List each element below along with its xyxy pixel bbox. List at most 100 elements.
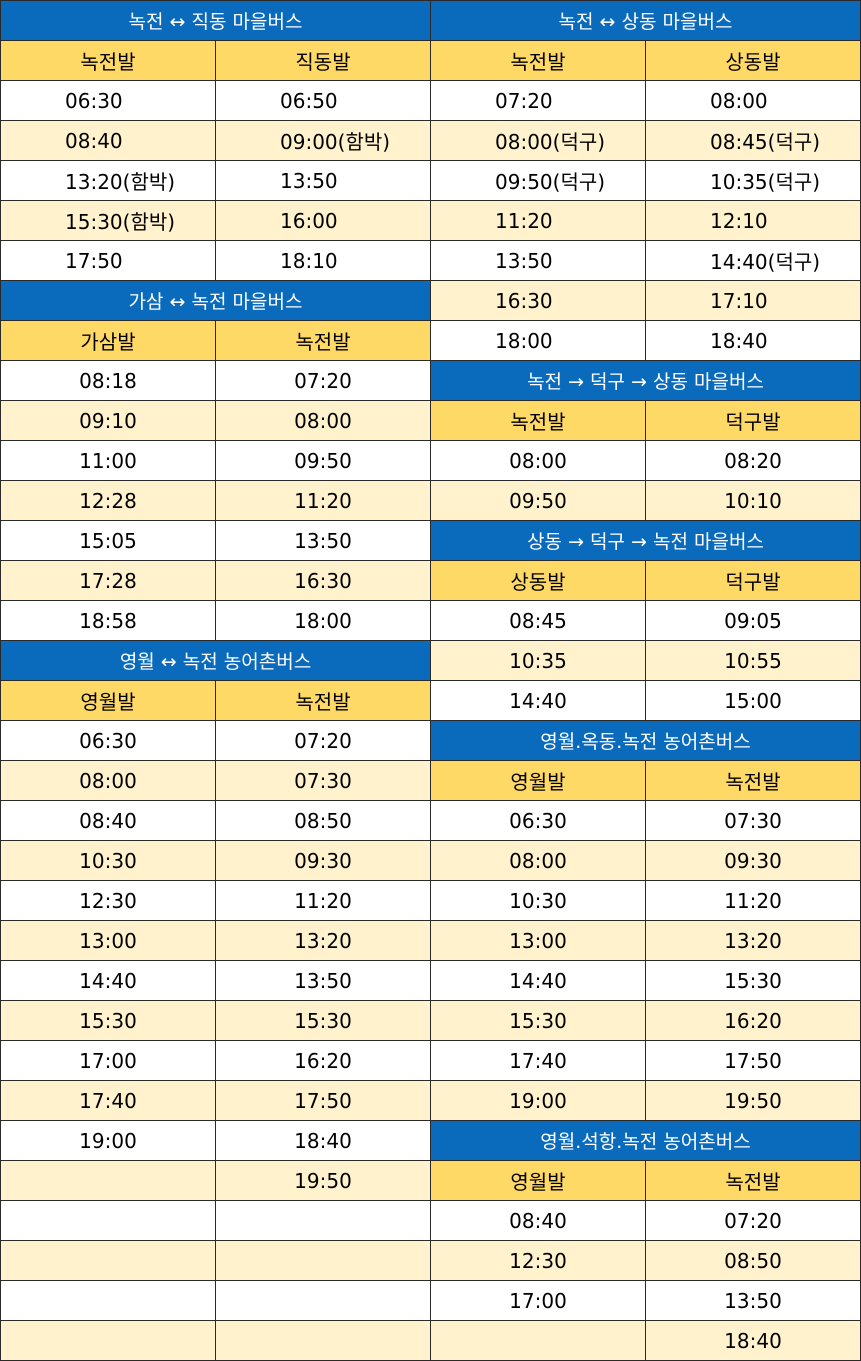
- gasam-nokjeon-cell: 09:50: [216, 441, 431, 481]
- yeongwol-okdong-nokjeon-cell: 06:30: [431, 801, 646, 841]
- gasam-nokjeon-cell: 18:58: [1, 601, 216, 641]
- yeongwol-seokhang-nokjeon-cell: 07:20: [646, 1201, 861, 1241]
- nokjeon-sangdong-cell: 08:45(덕구): [646, 121, 861, 161]
- gasam-nokjeon-title: 가삼 ↔ 녹전 마을버스: [1, 281, 431, 321]
- yeongwol-nokjeon-cell: 16:20: [216, 1041, 431, 1081]
- yeongwol-okdong-nokjeon-cell: 19:50: [646, 1081, 861, 1121]
- sangdong-deokgu-nokjeon-header-1: 상동발: [431, 561, 646, 601]
- nokjeon-jikdong-cell: 09:00(함박): [216, 121, 431, 161]
- gasam-nokjeon-cell: 08:00: [216, 401, 431, 441]
- yeongwol-nokjeon-cell: 17:40: [1, 1081, 216, 1121]
- yeongwol-nokjeon-cell: [1, 1161, 216, 1201]
- yeongwol-nokjeon-cell: 13:20: [216, 921, 431, 961]
- yeongwol-nokjeon-cell: 13:00: [1, 921, 216, 961]
- nokjeon-sangdong-header-1: 녹전발: [431, 41, 646, 81]
- yeongwol-nokjeon-cell: 12:30: [1, 881, 216, 921]
- yeongwol-nokjeon-cell: 19:00: [1, 1121, 216, 1161]
- sangdong-deokgu-nokjeon-cell: 10:55: [646, 641, 861, 681]
- yeongwol-nokjeon-cell: [1, 1201, 216, 1241]
- nokjeon-sangdong-cell: 16:30: [431, 281, 646, 321]
- yeongwol-nokjeon-cell: [216, 1241, 431, 1281]
- yeongwol-seokhang-nokjeon-header-1: 영월발: [431, 1161, 646, 1201]
- nokjeon-sangdong-cell: 07:20: [431, 81, 646, 121]
- gasam-nokjeon-cell: 08:18: [1, 361, 216, 401]
- yeongwol-seokhang-nokjeon-cell: 17:00: [431, 1281, 646, 1321]
- nokjeon-jikdong-cell: 17:50: [1, 241, 216, 281]
- yeongwol-nokjeon-header-2: 녹전발: [216, 681, 431, 721]
- gasam-nokjeon-cell: 18:00: [216, 601, 431, 641]
- yeongwol-nokjeon-cell: [216, 1281, 431, 1321]
- yeongwol-seokhang-nokjeon-cell: [431, 1321, 646, 1361]
- yeongwol-okdong-nokjeon-header-2: 녹전발: [646, 761, 861, 801]
- yeongwol-nokjeon-cell: 15:30: [216, 1001, 431, 1041]
- nokjeon-jikdong-cell: 08:40: [1, 121, 216, 161]
- nokjeon-jikdong-title: 녹전 ↔ 직동 마을버스: [1, 1, 431, 41]
- nokjeon-sangdong-cell: 08:00(덕구): [431, 121, 646, 161]
- gasam-nokjeon-cell: 11:20: [216, 481, 431, 521]
- gasam-nokjeon-cell: 12:28: [1, 481, 216, 521]
- yeongwol-nokjeon-cell: [1, 1241, 216, 1281]
- nokjeon-sangdong-cell: 18:40: [646, 321, 861, 361]
- gasam-nokjeon-cell: 09:10: [1, 401, 216, 441]
- nokjeon-sangdong-header-2: 상동발: [646, 41, 861, 81]
- yeongwol-okdong-nokjeon-title: 영월.옥동.녹전 농어촌버스: [431, 721, 861, 761]
- yeongwol-nokjeon-cell: [216, 1321, 431, 1361]
- yeongwol-okdong-nokjeon-cell: 07:30: [646, 801, 861, 841]
- sangdong-deokgu-nokjeon-cell: 09:05: [646, 601, 861, 641]
- nokjeon-sangdong-cell: 12:10: [646, 201, 861, 241]
- nokjeon-sangdong-cell: 18:00: [431, 321, 646, 361]
- yeongwol-nokjeon-cell: 13:50: [216, 961, 431, 1001]
- yeongwol-okdong-nokjeon-cell: 17:40: [431, 1041, 646, 1081]
- yeongwol-seokhang-nokjeon-cell: 18:40: [646, 1321, 861, 1361]
- yeongwol-nokjeon-cell: [216, 1201, 431, 1241]
- nokjeon-jikdong-header-1: 녹전발: [1, 41, 216, 81]
- yeongwol-nokjeon-cell: 11:20: [216, 881, 431, 921]
- yeongwol-nokjeon-cell: 08:50: [216, 801, 431, 841]
- yeongwol-nokjeon-cell: 10:30: [1, 841, 216, 881]
- gasam-nokjeon-cell: 13:50: [216, 521, 431, 561]
- nokjeon-deokgu-sangdong-cell: 08:00: [431, 441, 646, 481]
- nokjeon-sangdong-cell: 13:50: [431, 241, 646, 281]
- yeongwol-seokhang-nokjeon-cell: 08:40: [431, 1201, 646, 1241]
- nokjeon-deokgu-sangdong-header-2: 덕구발: [646, 401, 861, 441]
- nokjeon-deokgu-sangdong-cell: 10:10: [646, 481, 861, 521]
- yeongwol-nokjeon-cell: 07:30: [216, 761, 431, 801]
- yeongwol-okdong-nokjeon-cell: 19:00: [431, 1081, 646, 1121]
- yeongwol-seokhang-nokjeon-cell: 08:50: [646, 1241, 861, 1281]
- nokjeon-sangdong-cell: 10:35(덕구): [646, 161, 861, 201]
- yeongwol-nokjeon-cell: 08:40: [1, 801, 216, 841]
- nokjeon-jikdong-cell: 15:30(함박): [1, 201, 216, 241]
- yeongwol-okdong-nokjeon-cell: 15:30: [431, 1001, 646, 1041]
- yeongwol-seokhang-nokjeon-cell: 13:50: [646, 1281, 861, 1321]
- nokjeon-jikdong-cell: 16:00: [216, 201, 431, 241]
- nokjeon-jikdong-cell: 18:10: [216, 241, 431, 281]
- sangdong-deokgu-nokjeon-header-2: 덕구발: [646, 561, 861, 601]
- yeongwol-nokjeon-cell: 18:40: [216, 1121, 431, 1161]
- yeongwol-okdong-nokjeon-header-1: 영월발: [431, 761, 646, 801]
- yeongwol-nokjeon-cell: 14:40: [1, 961, 216, 1001]
- gasam-nokjeon-cell: 11:00: [1, 441, 216, 481]
- sangdong-deokgu-nokjeon-title: 상동 → 덕구 → 녹전 마을버스: [431, 521, 861, 561]
- nokjeon-jikdong-header-2: 직동발: [216, 41, 431, 81]
- yeongwol-okdong-nokjeon-cell: 13:20: [646, 921, 861, 961]
- sangdong-deokgu-nokjeon-cell: 14:40: [431, 681, 646, 721]
- gasam-nokjeon-header-2: 녹전발: [216, 321, 431, 361]
- yeongwol-nokjeon-cell: [1, 1321, 216, 1361]
- yeongwol-okdong-nokjeon-cell: 14:40: [431, 961, 646, 1001]
- yeongwol-seokhang-nokjeon-header-2: 녹전발: [646, 1161, 861, 1201]
- yeongwol-okdong-nokjeon-cell: 11:20: [646, 881, 861, 921]
- yeongwol-nokjeon-cell: 09:30: [216, 841, 431, 881]
- yeongwol-nokjeon-title: 영월 ↔ 녹전 농어촌버스: [1, 641, 431, 681]
- yeongwol-nokjeon-cell: 15:30: [1, 1001, 216, 1041]
- nokjeon-sangdong-cell: 08:00: [646, 81, 861, 121]
- gasam-nokjeon-cell: 17:28: [1, 561, 216, 601]
- nokjeon-sangdong-cell: 11:20: [431, 201, 646, 241]
- nokjeon-sangdong-cell: 14:40(덕구): [646, 241, 861, 281]
- sangdong-deokgu-nokjeon-cell: 10:35: [431, 641, 646, 681]
- nokjeon-jikdong-cell: 06:30: [1, 81, 216, 121]
- yeongwol-okdong-nokjeon-cell: 09:30: [646, 841, 861, 881]
- sangdong-deokgu-nokjeon-cell: 08:45: [431, 601, 646, 641]
- nokjeon-jikdong-cell: 13:50: [216, 161, 431, 201]
- yeongwol-okdong-nokjeon-cell: 13:00: [431, 921, 646, 961]
